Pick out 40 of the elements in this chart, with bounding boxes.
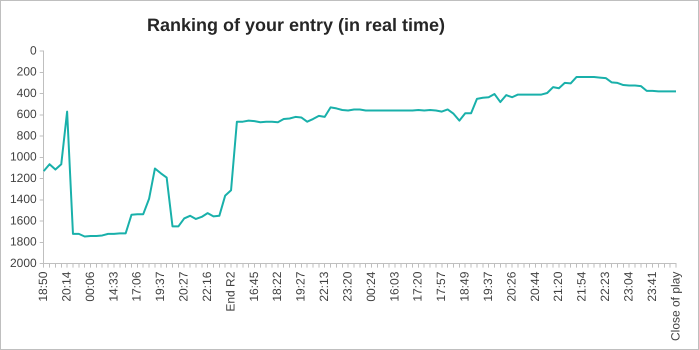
x-tick-label: 16:45 <box>246 271 261 302</box>
x-tick-label: 19:37 <box>153 271 168 302</box>
x-tick-label: 23:41 <box>644 271 659 302</box>
x-tick-label: 22:16 <box>200 271 214 302</box>
x-tick-label: 18:22 <box>270 271 284 302</box>
x-tick-label: 21:20 <box>551 271 566 302</box>
x-tick-label: 17:06 <box>130 271 144 302</box>
x-tick-label: 00:06 <box>82 271 97 302</box>
x-tick-label: 23:20 <box>340 271 354 302</box>
x-tick-label: 22:13 <box>317 271 332 302</box>
y-tick-label: 1800 <box>10 234 38 249</box>
x-tick-label: 20:44 <box>528 271 542 302</box>
x-tick-label: 20:26 <box>504 271 518 302</box>
y-tick-label: 2000 <box>10 256 38 270</box>
y-tick-label: 1600 <box>10 213 38 228</box>
y-tick-label: 1400 <box>10 192 38 206</box>
x-tick-label: 00:24 <box>364 271 378 302</box>
x-tick-label: 17:20 <box>410 271 425 302</box>
y-tick-label: 1200 <box>10 170 38 185</box>
x-tick-label: 17:57 <box>434 271 448 302</box>
x-tick-label: End R2 <box>223 271 238 312</box>
x-tick-label: 21:54 <box>574 271 589 302</box>
y-tick-label: 400 <box>16 86 38 100</box>
x-tick-label: Close of play <box>668 272 682 342</box>
x-tick-label: 16:03 <box>387 271 402 302</box>
x-tick-label: 18:49 <box>458 271 472 302</box>
y-tick-label: 0 <box>30 43 38 58</box>
x-tick-label: 14:33 <box>106 271 120 302</box>
y-tick-label: 800 <box>16 128 38 142</box>
y-tick-label: 200 <box>16 64 38 79</box>
x-tick-label: 20:14 <box>59 271 74 302</box>
y-tick-label: 1000 <box>10 150 38 164</box>
y-tick-label: 600 <box>16 107 38 122</box>
x-tick-label: 22:23 <box>598 271 612 302</box>
x-tick-label: 23:04 <box>621 271 636 302</box>
x-tick-label: 18:50 <box>36 271 50 302</box>
x-tick-label: 20:27 <box>176 271 191 302</box>
chart-title: Ranking of your entry (in real time) <box>146 15 446 36</box>
x-tick-label: 19:37 <box>480 271 495 302</box>
x-tick-label: 19:27 <box>294 271 308 302</box>
